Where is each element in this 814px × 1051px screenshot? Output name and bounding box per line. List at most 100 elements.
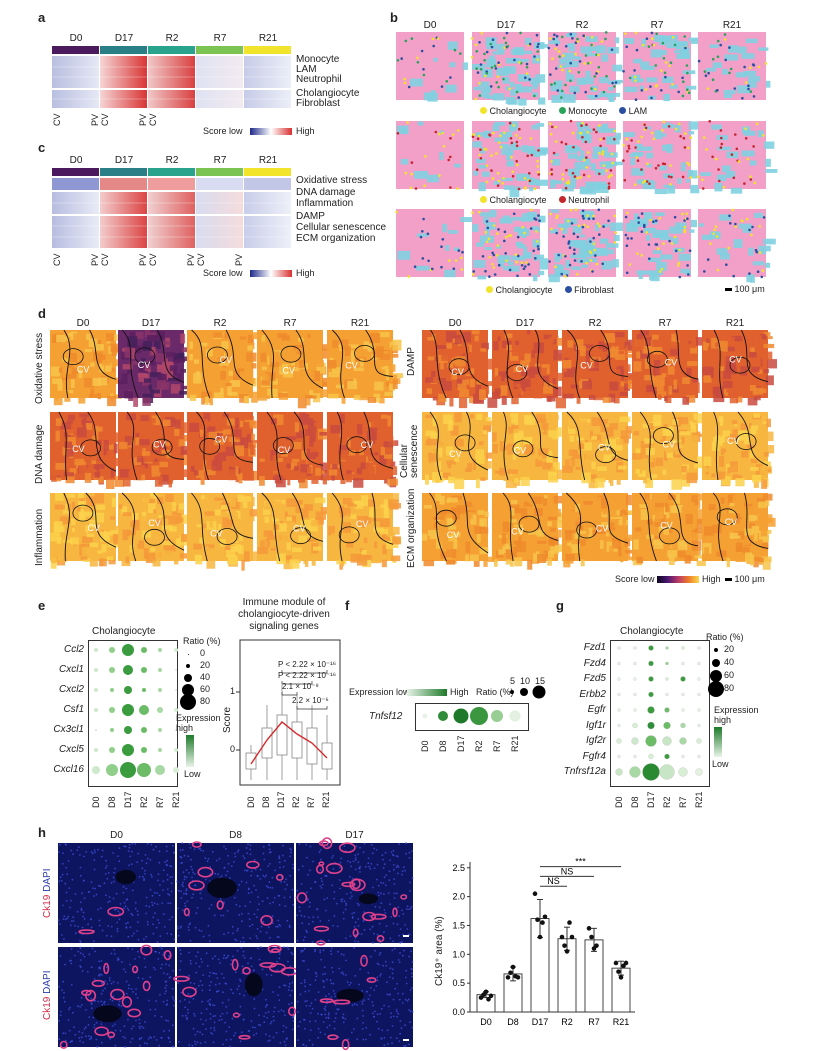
score-patch	[454, 334, 459, 344]
score-patch	[249, 514, 255, 522]
niche-patch	[558, 90, 565, 98]
cell-dot	[511, 170, 514, 174]
score-patch	[542, 375, 550, 387]
score-patch	[576, 436, 585, 441]
nucleus	[80, 997, 83, 999]
nucleus	[100, 992, 103, 995]
score-patch	[358, 455, 369, 460]
niche-patch	[749, 160, 757, 166]
score-patch	[379, 518, 390, 527]
score-patch	[222, 335, 231, 346]
cell-dot	[442, 145, 446, 148]
score-patch	[639, 330, 650, 336]
cell-dot	[496, 232, 499, 235]
score-patch	[359, 449, 364, 456]
score-patch	[260, 341, 267, 353]
score-patch	[646, 478, 652, 484]
cell-dot	[524, 187, 527, 190]
cell-dot	[731, 208, 735, 212]
score-patch	[730, 461, 738, 473]
score-patch	[518, 430, 524, 439]
nucleus	[403, 866, 405, 869]
nucleus	[217, 990, 220, 992]
score-patch	[588, 394, 596, 400]
score-patch	[55, 462, 66, 470]
cell-dot	[461, 250, 464, 254]
expression-dot	[157, 707, 163, 713]
nucleus	[107, 872, 110, 874]
score-patch	[541, 367, 547, 376]
nucleus	[323, 898, 326, 901]
cell-dot	[521, 226, 524, 229]
dapi-background	[177, 843, 294, 943]
score-patch	[459, 397, 468, 409]
nucleus	[367, 857, 370, 860]
nucleus	[125, 980, 128, 983]
niche-patch	[439, 152, 444, 160]
ratio-dot	[712, 659, 720, 667]
score-patch	[208, 547, 216, 556]
niche-patch	[486, 58, 497, 68]
score-map-left-r0-c3: CV	[257, 329, 333, 409]
ck19-duct	[376, 934, 385, 943]
score-patch	[423, 424, 434, 436]
cell-dot	[640, 89, 644, 92]
score-patch	[565, 553, 575, 561]
niche-patch	[536, 179, 549, 186]
niche-patch	[460, 217, 475, 222]
nucleus	[354, 936, 357, 939]
nucleus	[270, 1020, 273, 1023]
score-patch	[728, 494, 736, 502]
cell-dot	[684, 132, 687, 135]
cv-label: CV	[725, 517, 738, 527]
niche-patch	[564, 218, 578, 224]
d-row-label-cellular-senescence: Cellular senescence	[399, 424, 420, 478]
score-patch	[572, 359, 581, 365]
score-patch	[366, 431, 377, 441]
cell-dot	[479, 157, 483, 160]
niche-patch	[442, 223, 447, 233]
nucleus	[109, 1037, 111, 1040]
niche-patch	[730, 187, 743, 194]
cell-dot	[610, 152, 614, 156]
score-patch	[260, 352, 267, 362]
nucleus	[258, 1014, 260, 1017]
cell-dot	[626, 211, 629, 215]
nucleus	[354, 854, 357, 857]
score-patch	[475, 455, 485, 464]
niche-patch	[478, 182, 486, 192]
score-patch	[371, 421, 376, 428]
nucleus	[93, 868, 96, 871]
expression-dot	[647, 721, 655, 730]
nucleus	[90, 1035, 92, 1038]
score-patch	[122, 512, 132, 516]
score-patch	[574, 458, 582, 467]
expression-dot	[109, 747, 115, 753]
score-patch	[129, 332, 136, 338]
panel-label-d: d	[38, 306, 46, 321]
expression-dot	[94, 748, 98, 752]
nucleus	[207, 924, 210, 927]
nucleus	[401, 870, 404, 873]
nucleus	[157, 958, 160, 960]
legend-row-3: Cholangiocyte Fibroblast	[486, 285, 614, 295]
score-patch	[697, 518, 705, 529]
nucleus	[410, 850, 413, 852]
nucleus	[311, 941, 314, 943]
score-patch	[353, 367, 364, 371]
nucleus	[172, 998, 175, 1000]
score-patch	[761, 479, 768, 489]
ck19-duct	[313, 925, 330, 932]
niche-patch	[667, 186, 676, 194]
cell-dot	[570, 222, 574, 225]
cell-dot	[753, 181, 757, 185]
score-patch	[510, 413, 519, 424]
nucleus	[166, 932, 169, 935]
score-patch	[339, 560, 343, 570]
nucleus	[305, 856, 308, 859]
ck19-duct	[338, 842, 356, 853]
score-patch	[663, 526, 669, 535]
score-patch	[662, 517, 671, 529]
niche-patch	[691, 38, 700, 44]
cell-dot	[592, 128, 596, 131]
